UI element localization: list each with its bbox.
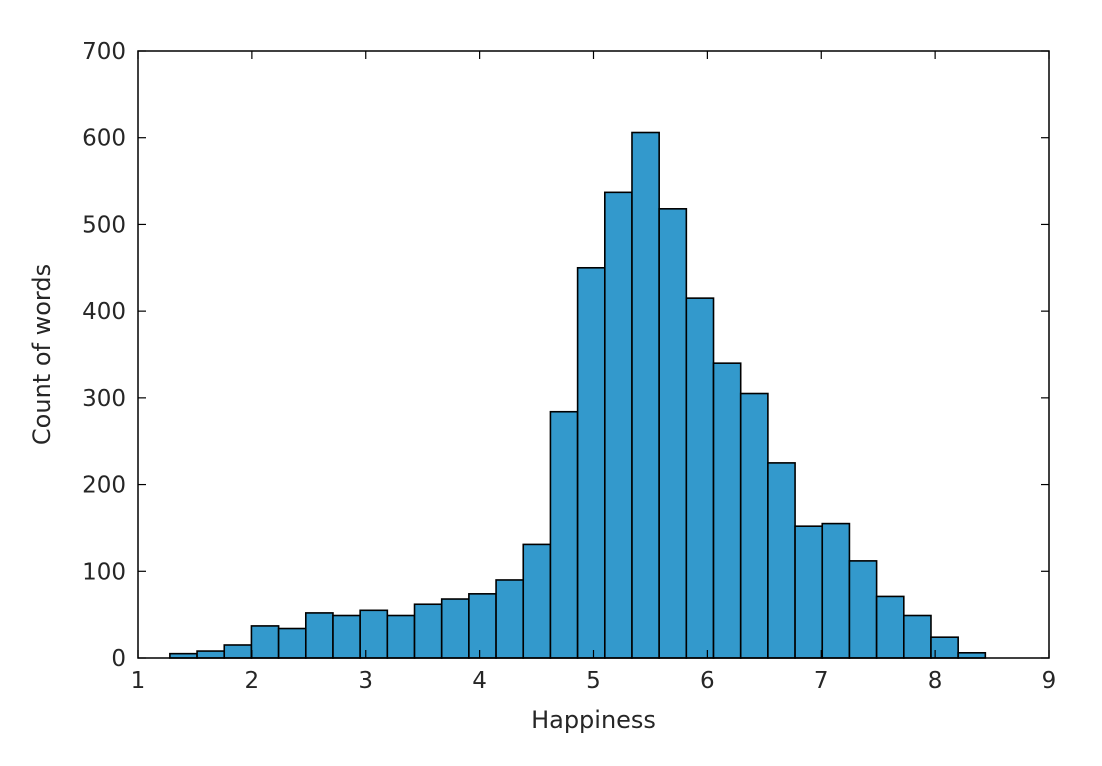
histogram-bar: [223, 644, 253, 659]
histogram-bar: [576, 266, 606, 659]
histogram-bar: [821, 522, 851, 659]
histogram-bar: [304, 612, 334, 659]
histogram-bar: [468, 593, 497, 659]
histogram-bar: [386, 614, 416, 659]
y-tick-labels: 0 100 200 300 400 500 600 700: [82, 39, 126, 672]
x-axis-label: Happiness: [531, 706, 656, 734]
histogram-bar: [658, 208, 688, 659]
y-tick-label: 100: [82, 559, 126, 585]
x-tick-labels: 1 2 3 4 5 6 7 8 9: [131, 668, 1057, 694]
histogram-bar: [522, 543, 552, 659]
histogram-bar: [359, 609, 389, 659]
histogram-bar: [495, 579, 525, 659]
x-tick-label: 4: [472, 668, 487, 694]
y-tick-label: 0: [111, 646, 126, 672]
axis-ticks: [137, 50, 1050, 659]
y-tick-label: 400: [82, 299, 126, 325]
y-tick-label: 300: [82, 386, 126, 412]
histogram-bar: [332, 614, 361, 659]
histogram-bar: [902, 614, 932, 659]
y-tick-label: 700: [82, 39, 126, 65]
x-tick-label: 6: [700, 668, 715, 694]
histogram-bar: [631, 131, 660, 659]
x-tick-label: 9: [1042, 668, 1057, 694]
y-tick-label: 500: [82, 212, 126, 238]
histogram-bar: [196, 650, 226, 659]
histogram-bar: [875, 595, 905, 659]
histogram-bar: [794, 525, 824, 659]
histogram-bar: [957, 651, 987, 659]
x-tick-label: 7: [814, 668, 829, 694]
histogram-bar: [549, 410, 579, 659]
x-tick-label: 3: [358, 668, 373, 694]
y-axis-label: Count of words: [28, 264, 56, 445]
x-tick-label: 2: [245, 668, 260, 694]
histogram-bar: [739, 392, 769, 659]
y-tick-label: 200: [82, 473, 126, 499]
histogram-bar: [250, 625, 280, 659]
x-tick-label: 1: [131, 668, 146, 694]
histogram-bar: [712, 362, 742, 659]
histogram-bar: [603, 191, 633, 659]
histogram-bar: [413, 603, 443, 659]
x-tick-label: 5: [586, 668, 601, 694]
histogram-bar: [277, 627, 307, 659]
histogram-bar: [848, 560, 878, 659]
histogram-bar: [685, 297, 715, 659]
bars: [169, 131, 987, 659]
x-tick-label: 8: [928, 668, 943, 694]
histogram-bar: [767, 462, 796, 659]
histogram-bar: [440, 598, 470, 659]
y-tick-label: 600: [82, 126, 126, 152]
